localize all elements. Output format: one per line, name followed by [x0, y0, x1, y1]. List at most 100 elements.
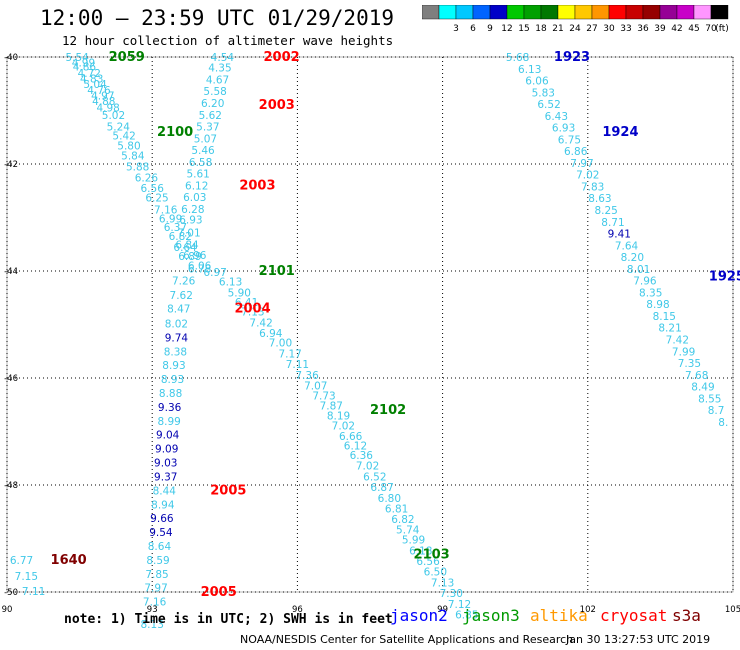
wave-height-value: 5.04: [83, 79, 107, 91]
wave-height-value: 5.24: [107, 122, 131, 134]
wave-height-value: 6.56: [416, 556, 440, 568]
wave-height-value: 9.36: [158, 402, 182, 414]
wave-height-value: 5.99: [402, 535, 425, 547]
lat-label: -50: [4, 588, 18, 598]
legend-label: 24: [569, 24, 581, 34]
wave-height-value: 6.96: [183, 250, 207, 262]
wave-height-value: 8.59: [146, 555, 169, 567]
wave-height-value: 6.89: [178, 251, 201, 263]
wave-height-value: 6.06: [188, 261, 212, 273]
pass-time-label: 2103: [414, 548, 450, 563]
legend-swatch: [710, 5, 729, 20]
wave-height-value: 8.: [718, 417, 728, 429]
page-subtitle: 12 hour collection of altimeter wave hei…: [62, 33, 394, 48]
wave-height-value: 4.98: [96, 102, 119, 114]
wave-height-value: 8.02: [165, 318, 188, 330]
pass-time-label: 1923: [554, 50, 590, 65]
wave-height-value: 8.64: [148, 541, 172, 553]
pass-time-label: 2005: [210, 483, 246, 498]
lat-label: -46: [4, 374, 18, 384]
wave-height-value: 5.58: [203, 86, 226, 98]
wave-height-value: 6.97: [203, 267, 226, 279]
wave-height-value: 6.82: [391, 514, 414, 526]
wave-height-value: 4.35: [208, 63, 231, 75]
wave-height-value: 4.72: [78, 68, 101, 80]
wave-height-value: 7.00: [269, 338, 292, 350]
wave-height-value: 6.36: [350, 450, 374, 462]
legend-label: 33: [620, 24, 631, 34]
wave-height-value: 7.13: [431, 577, 454, 589]
legend-label: 30: [603, 24, 615, 34]
wave-height-value: 5.68: [506, 52, 529, 64]
wave-height-value: 8.88: [159, 388, 182, 400]
wave-height-value: 5.54: [65, 52, 89, 64]
wave-height-value: 8.15: [653, 311, 676, 323]
wave-height-value: 7.97: [144, 583, 167, 595]
wave-height-value: 6.78: [188, 263, 211, 275]
lon-label: 90: [2, 605, 13, 615]
wave-height-value: 6.18: [409, 545, 432, 557]
wave-height-value: 8.35: [639, 287, 662, 299]
legend-label: 70: [705, 24, 717, 34]
wave-height-value: 7.97: [570, 158, 593, 170]
wave-height-value: 5.61: [186, 169, 209, 181]
wave-height-value: 6.85: [455, 609, 478, 621]
lon-label: 105: [725, 605, 740, 615]
pass-time-label: 2003: [239, 178, 275, 193]
wave-height-value: 6.13: [219, 277, 242, 289]
wave-height-value: 4.54: [211, 52, 235, 64]
wave-height-value: 5.80: [117, 140, 140, 152]
lon-label: 99: [437, 605, 448, 615]
wave-height-value: 6.12: [185, 180, 208, 192]
wave-height-value: 4.97: [91, 91, 114, 103]
wave-height-value: 8.38: [164, 346, 187, 358]
wave-height-value: 7.13: [241, 307, 264, 319]
wave-height-value: 8.21: [658, 323, 681, 335]
wave-height-value: 7.35: [678, 358, 701, 370]
wave-height-value: 6.26: [135, 172, 159, 184]
pass-time-label: 2100: [157, 125, 193, 140]
satellite-altika: altika: [530, 606, 588, 625]
satellite-jason2: jason2: [390, 606, 448, 625]
wave-height-value: 8.99: [157, 416, 180, 428]
wave-height-value: 9.54: [149, 527, 173, 539]
wave-height-value: 8.93: [161, 374, 184, 386]
pass-time-label: 2002: [264, 50, 300, 65]
wave-height-value: 5.37: [196, 122, 219, 134]
wave-height-value: 7.02: [356, 461, 379, 473]
wave-height-value: 8.01: [627, 264, 650, 276]
lat-label: -42: [4, 160, 18, 170]
wave-height-value: 7.16: [143, 597, 167, 609]
wave-height-value: 6.82: [169, 231, 192, 243]
wave-height-value: 6.03: [183, 192, 206, 204]
legend-label: 15: [518, 24, 529, 34]
wave-height-value: 8.93: [162, 360, 185, 372]
wave-height-value: 5.88: [126, 162, 149, 174]
wave-height-value: 6.87: [370, 482, 393, 494]
wave-height-value: 8.25: [594, 205, 617, 217]
wave-height-value: 6.13: [518, 64, 541, 76]
legend-label: 21: [552, 24, 563, 34]
track-s3a-1640: 6.77 7.15 7.11: [10, 555, 45, 598]
legend-label: 27: [586, 24, 597, 34]
wave-height-value: 8.19: [327, 410, 350, 422]
legend-label: 18: [535, 24, 547, 34]
wave-height-value: 7.87: [320, 400, 343, 412]
wave-height-value: 7.99: [672, 346, 695, 358]
wave-height-value: 5.07: [194, 133, 217, 145]
wave-height-value: 7.02: [332, 421, 355, 433]
wave-height-value: 7.42: [666, 334, 689, 346]
wave-height-value: 6.75: [558, 134, 581, 146]
pass-time-label: 2101: [259, 264, 295, 279]
satellite-jason3: jason3: [462, 606, 520, 625]
wave-height-value: 5.74: [396, 524, 420, 536]
wave-height-value: 6.86: [564, 146, 588, 158]
pass-time-label: 2059: [109, 50, 145, 65]
wave-height-value: 9.74: [165, 332, 189, 344]
map-frame: [6, 56, 734, 593]
wave-height-value: 6.58: [189, 157, 212, 169]
pass-time-label: 2102: [370, 403, 406, 418]
wave-height-value: 7.30: [440, 588, 463, 600]
wave-height-value: 7.01: [177, 227, 200, 239]
